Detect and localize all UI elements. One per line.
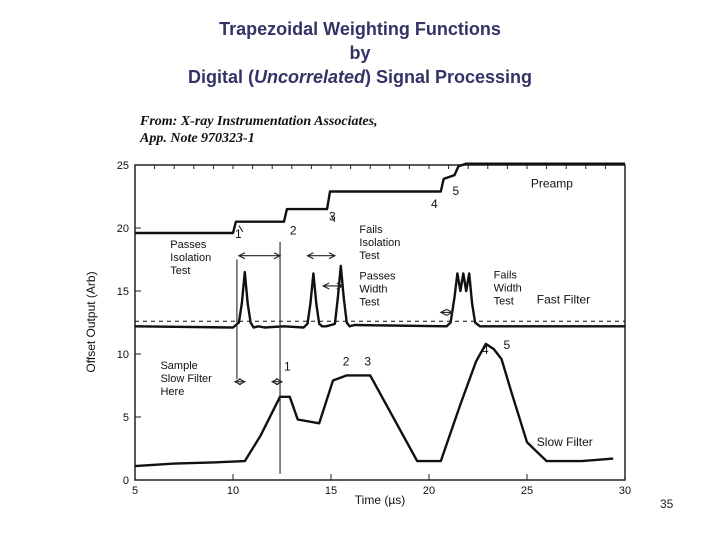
arrow-fails-isolation-head-right <box>328 252 337 260</box>
annotation-passes-isolation: Isolation <box>170 252 211 264</box>
y-tick-label: 25 <box>117 160 129 172</box>
plot-frame <box>134 164 626 481</box>
arrow-sample-head-right <box>238 378 246 386</box>
x-tick-label: 5 <box>132 485 138 497</box>
annotation-fails-width: Width <box>494 282 522 294</box>
annotation-sample-slow-filter: Slow Filter <box>160 373 212 385</box>
arrow-sample-2-head-right <box>275 378 284 386</box>
y-tick-label: 20 <box>117 223 129 235</box>
pulse-label: 3 <box>329 209 336 223</box>
annotation-passes-width: Passes <box>359 271 396 283</box>
pulse-label: 4 <box>482 343 489 357</box>
source-line-2: App. Note 970323-1 <box>140 131 255 146</box>
arrow-passes-width-head-right <box>336 282 344 290</box>
annotation-fails-width: Test <box>494 295 514 307</box>
arrow-passes-isolation-head-right <box>273 252 282 260</box>
arrow-sample-2-head-left <box>270 378 279 386</box>
title-line-3-pre: Digital ( <box>187 67 254 87</box>
title-line-2: by <box>349 43 371 63</box>
title-line-3-emphasis: Uncorrelated <box>253 67 365 87</box>
annotation-passes-width: Test <box>359 297 379 309</box>
x-tick-label: 20 <box>423 485 435 497</box>
title-line-3-post: ) Signal Processing <box>365 67 533 87</box>
x-axis-label: Time (µs) <box>355 493 405 507</box>
arrow-passes-width-head-left <box>321 282 330 290</box>
y-tick-label: 5 <box>123 412 129 424</box>
pulse-label: 5 <box>453 184 460 198</box>
series-line-preamp <box>135 162 625 235</box>
x-tick-label: 25 <box>521 485 533 497</box>
arrow-fails-isolation-head-left <box>306 252 314 260</box>
x-tick-label: 10 <box>227 485 239 497</box>
pointer-3 <box>330 215 336 222</box>
series-line-fast-filter <box>134 264 625 329</box>
arrow-fails-width-head-right <box>446 308 454 316</box>
y-tick-label: 10 <box>117 349 129 361</box>
pulse-label: 1 <box>284 359 291 373</box>
y-tick-label: 15 <box>117 286 129 298</box>
pulse-label: 5 <box>503 338 510 352</box>
y-axis-label: Offset Output (Arb) <box>84 271 98 372</box>
title-line-3: Digital (Uncorrelated) Signal Processing <box>0 66 720 88</box>
annotation-fails-isolation: Fails <box>359 224 383 236</box>
annotation-passes-isolation: Passes <box>170 239 207 251</box>
y-tick-label: 0 <box>123 475 129 487</box>
annotation-fails-isolation: Test <box>359 250 379 262</box>
pulse-label: 2 <box>290 223 297 237</box>
annotation-fails-width: Fails <box>494 269 518 281</box>
arrow-sample-head-left <box>233 378 242 386</box>
arrow-passes-isolation-head-left <box>237 252 246 260</box>
pointer-1 <box>238 225 244 233</box>
legend-fast-filter: Fast Filter <box>537 293 590 307</box>
legend-preamp: Preamp <box>531 177 573 191</box>
pulse-label: 3 <box>364 354 371 368</box>
pulse-label: 1 <box>235 227 242 241</box>
legend-slow-filter: Slow Filter <box>537 435 593 449</box>
pulse-label: 4 <box>431 197 438 211</box>
annotation-passes-width: Width <box>359 284 387 296</box>
x-tick-label: 30 <box>619 485 631 497</box>
annotation-sample-slow-filter: Sample <box>160 360 197 372</box>
page-number: 35 <box>660 497 674 511</box>
x-tick-label: 15 <box>325 485 337 497</box>
annotation-passes-isolation: Test <box>170 265 190 277</box>
title-line-1: Trapezoidal Weighting Functions <box>219 19 501 39</box>
annotation-fails-isolation: Isolation <box>359 237 400 249</box>
source-line-1: From: X-ray Instrumentation Associates, <box>140 114 378 129</box>
annotation-sample-slow-filter: Here <box>160 386 184 398</box>
pulse-label: 2 <box>343 354 350 368</box>
series-line-slow-filter <box>134 342 614 468</box>
arrow-fails-width-head-left <box>439 308 448 316</box>
